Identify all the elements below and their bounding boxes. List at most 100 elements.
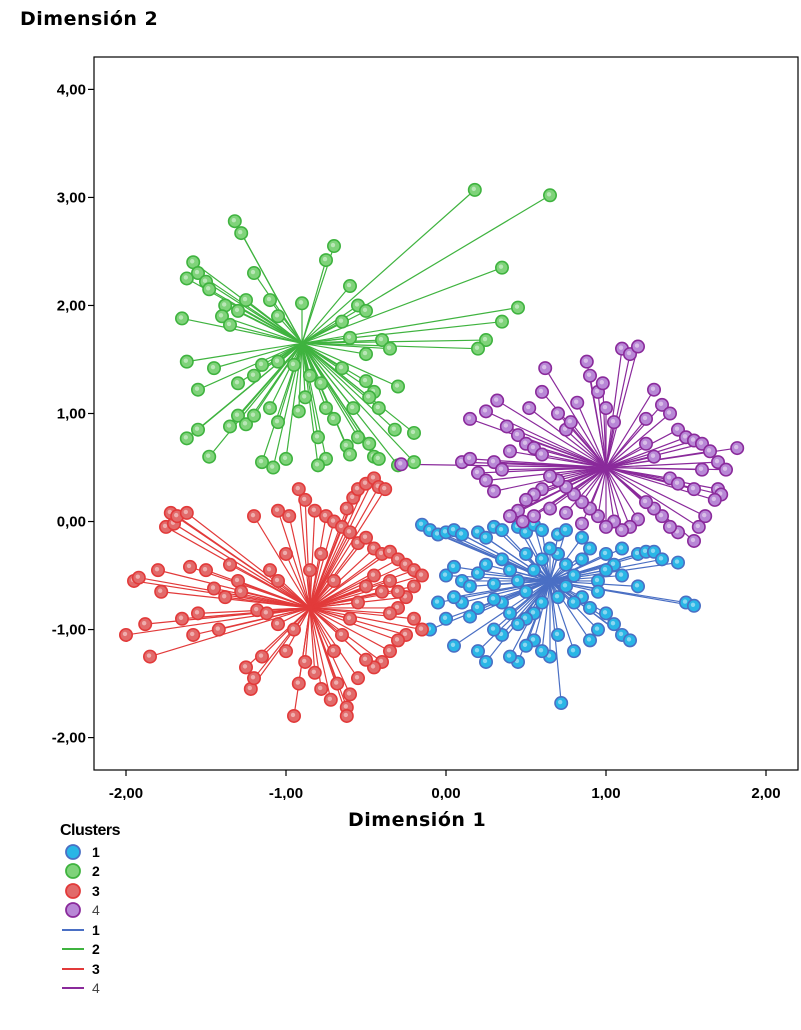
cluster-2-point bbox=[223, 419, 238, 434]
cluster-3-point bbox=[262, 563, 277, 578]
cluster-2-link bbox=[301, 342, 396, 431]
cluster-4-link bbox=[605, 346, 639, 468]
cluster-3-link bbox=[309, 607, 359, 679]
cluster-2-link bbox=[301, 342, 415, 434]
cluster-1-point bbox=[566, 595, 581, 610]
legend-label: 3 bbox=[92, 960, 100, 977]
cluster-4-link bbox=[576, 402, 607, 468]
cluster-3-point bbox=[270, 503, 285, 518]
cluster-3-point bbox=[119, 627, 134, 642]
cluster-4-point bbox=[718, 462, 733, 477]
cluster-2-point bbox=[270, 415, 285, 430]
cluster-1-point bbox=[510, 573, 525, 588]
cluster-2-point bbox=[318, 401, 333, 416]
cluster-3-link bbox=[309, 607, 332, 700]
cluster-1-point bbox=[598, 606, 613, 621]
cluster-4-point bbox=[499, 419, 514, 434]
x-axis-label: Dimensión 1 bbox=[348, 809, 487, 831]
cluster-4-point bbox=[694, 462, 709, 477]
cluster-2-point bbox=[334, 361, 349, 376]
cluster-3-link bbox=[253, 515, 311, 609]
cluster-3-link bbox=[309, 558, 399, 609]
cluster-4-point bbox=[502, 509, 517, 524]
cluster-2-link bbox=[237, 310, 303, 344]
cluster-2-link bbox=[301, 343, 306, 398]
cluster-3-link bbox=[309, 551, 391, 609]
legend-line bbox=[62, 948, 84, 951]
cluster-4-point bbox=[462, 411, 477, 426]
legend-item-line-2: 2 bbox=[60, 940, 120, 960]
legend-marker bbox=[65, 882, 81, 899]
cluster-1-point bbox=[558, 579, 573, 594]
cluster-4-point bbox=[646, 382, 661, 397]
cluster-3-link bbox=[309, 521, 335, 609]
cluster-3-link bbox=[176, 515, 311, 609]
cluster-1-point bbox=[486, 622, 501, 637]
cluster-2-link bbox=[240, 232, 303, 344]
cluster-4-link bbox=[605, 467, 631, 528]
x-tick-label: 2,00 bbox=[751, 785, 780, 800]
cluster-2-point bbox=[358, 347, 373, 362]
cluster-2-point bbox=[247, 368, 262, 383]
cluster-2-point bbox=[247, 408, 262, 423]
cluster-1-point bbox=[494, 523, 509, 538]
legend-marker bbox=[65, 843, 81, 860]
cluster-1-point bbox=[630, 579, 645, 594]
cluster-3-point bbox=[406, 611, 421, 626]
cluster-3-point bbox=[314, 681, 329, 696]
cluster-1-point bbox=[542, 541, 557, 556]
cluster-3-link bbox=[309, 607, 415, 620]
cluster-1-point bbox=[518, 584, 533, 599]
cluster-2-point bbox=[494, 314, 509, 329]
cluster-1-point bbox=[550, 590, 565, 605]
cluster-1-link bbox=[453, 580, 551, 598]
cluster-2-point bbox=[207, 361, 222, 376]
cluster-3-point bbox=[382, 606, 397, 621]
cluster-2-link bbox=[253, 342, 303, 416]
cluster-3-link bbox=[173, 523, 311, 609]
cluster-3-point bbox=[186, 627, 201, 642]
cluster-4-point bbox=[595, 376, 610, 391]
cluster-3-point bbox=[286, 708, 301, 723]
legend-label: 3 bbox=[92, 882, 100, 899]
cluster-2-point bbox=[278, 451, 293, 466]
cluster-3-link bbox=[309, 607, 391, 652]
cluster-4-point bbox=[579, 354, 594, 369]
cluster-1-point bbox=[462, 579, 477, 594]
cluster-4-point bbox=[563, 415, 578, 430]
cluster-4-link bbox=[509, 466, 607, 517]
cluster-3-link bbox=[225, 596, 311, 609]
cluster-1-point bbox=[478, 530, 493, 545]
cluster-3-point bbox=[175, 611, 190, 626]
cluster-2-point bbox=[542, 188, 557, 203]
cluster-4-point bbox=[686, 482, 701, 497]
legend-marker bbox=[65, 902, 81, 919]
cluster-2-point bbox=[202, 449, 217, 464]
cluster-1-point bbox=[534, 644, 549, 659]
cluster-4-point bbox=[638, 495, 653, 510]
cluster-3-point bbox=[138, 617, 153, 632]
cluster-4-link bbox=[597, 467, 607, 517]
cluster-1-point bbox=[590, 573, 605, 588]
cluster-2-point bbox=[374, 333, 389, 348]
cluster-3-link bbox=[241, 591, 311, 609]
cluster-4-link bbox=[605, 436, 687, 469]
cluster-4-link bbox=[605, 467, 639, 520]
cluster-2-point bbox=[390, 379, 405, 394]
cluster-2-point bbox=[186, 255, 201, 270]
cluster-2-point bbox=[191, 422, 206, 437]
cluster-1-point bbox=[478, 557, 493, 572]
cluster-2-point bbox=[266, 460, 281, 475]
points-layer bbox=[119, 182, 745, 723]
cluster-4-point bbox=[662, 519, 677, 534]
cluster-4-link bbox=[509, 450, 607, 469]
cluster-4-point bbox=[662, 406, 677, 421]
cluster-1-point bbox=[566, 644, 581, 659]
cluster-3-point bbox=[307, 503, 322, 518]
cluster-1-point bbox=[606, 617, 621, 632]
cluster-2-point bbox=[262, 293, 277, 308]
cluster-4-point bbox=[538, 361, 553, 376]
cluster-1-link bbox=[541, 580, 551, 652]
cluster-1-point bbox=[502, 563, 517, 578]
cluster-2-link bbox=[261, 342, 303, 366]
